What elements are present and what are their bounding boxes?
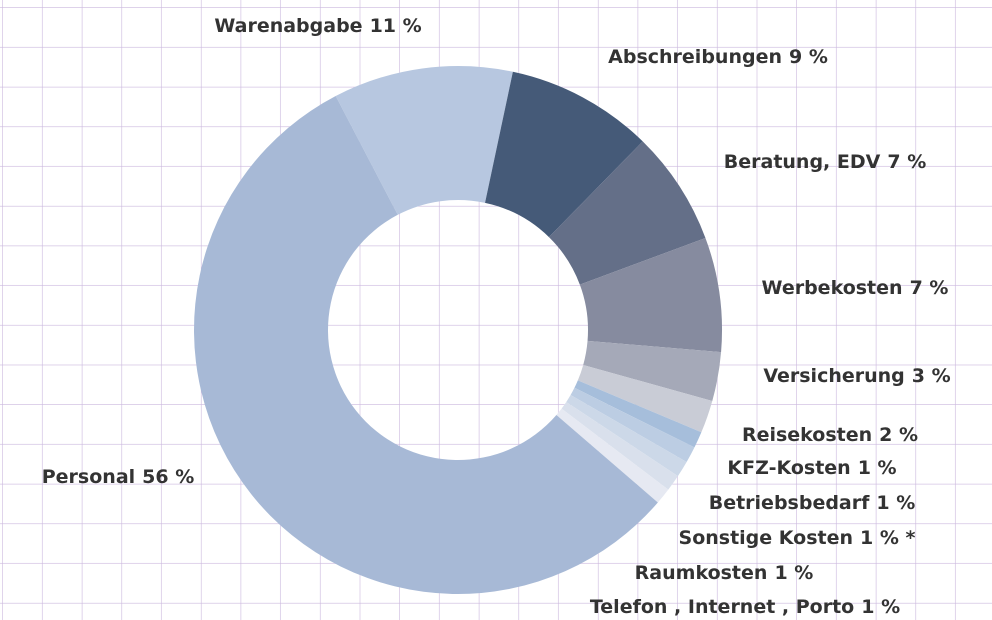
donut-slice [193, 96, 658, 595]
slice-label: Personal 56 % [42, 466, 195, 488]
slice-label: Telefon , Internet , Porto 1 % [590, 596, 900, 618]
value-label: 1 % [858, 457, 897, 479]
donut-slice [335, 65, 513, 215]
donut-slice [583, 340, 722, 401]
value-label: 1 % [876, 492, 915, 514]
category-label: Werbekosten [762, 277, 903, 299]
value-label: 1 % [861, 596, 900, 618]
value-label: 7 % [910, 277, 949, 299]
category-label: Beratung, EDV [724, 151, 881, 173]
donut-slice [577, 364, 713, 433]
donut-slice [485, 71, 643, 238]
category-label: Telefon , Internet , Porto [590, 596, 854, 618]
value-label: 11 % [370, 15, 422, 37]
donut-slice [574, 380, 702, 448]
donut-slice [561, 401, 678, 490]
slice-label: Betriebsbedarf 1 % [709, 492, 916, 514]
donut-slice [556, 408, 669, 503]
slice-label: Reisekosten 2 % [742, 424, 918, 446]
slice-label: Beratung, EDV 7 % [724, 151, 926, 173]
donut-slice [566, 395, 687, 477]
slice-label: Werbekosten 7 % [762, 277, 949, 299]
slice-label: Abschreibungen 9 % [608, 46, 828, 68]
value-label: 1 % [774, 562, 813, 584]
category-label: KFZ-Kosten [727, 457, 850, 479]
category-label: Raumkosten [635, 562, 768, 584]
value-label: 2 % [879, 424, 918, 446]
donut-slice [570, 387, 695, 462]
slice-label: Sonstige Kosten 1 % * [679, 527, 916, 549]
value-label: 7 % [887, 151, 926, 173]
slice-label: Versicherung 3 % [763, 365, 950, 387]
category-label: Versicherung [763, 365, 904, 387]
slice-label: Warenabgabe 11 % [214, 15, 421, 37]
slice-label: Raumkosten 1 % [635, 562, 814, 584]
category-label: Sonstige Kosten [679, 527, 854, 549]
value-label: 56 % [142, 466, 194, 488]
value-label: 9 % [789, 46, 828, 68]
value-label: 1 % * [860, 527, 915, 549]
category-label: Abschreibungen [608, 46, 782, 68]
donut-slice [579, 237, 722, 353]
category-label: Warenabgabe [214, 15, 362, 37]
category-label: Reisekosten [742, 424, 872, 446]
donut-slice [548, 141, 706, 285]
category-label: Personal [42, 466, 135, 488]
category-label: Betriebsbedarf [709, 492, 870, 514]
value-label: 3 % [912, 365, 951, 387]
slice-label: KFZ-Kosten 1 % [727, 457, 896, 479]
